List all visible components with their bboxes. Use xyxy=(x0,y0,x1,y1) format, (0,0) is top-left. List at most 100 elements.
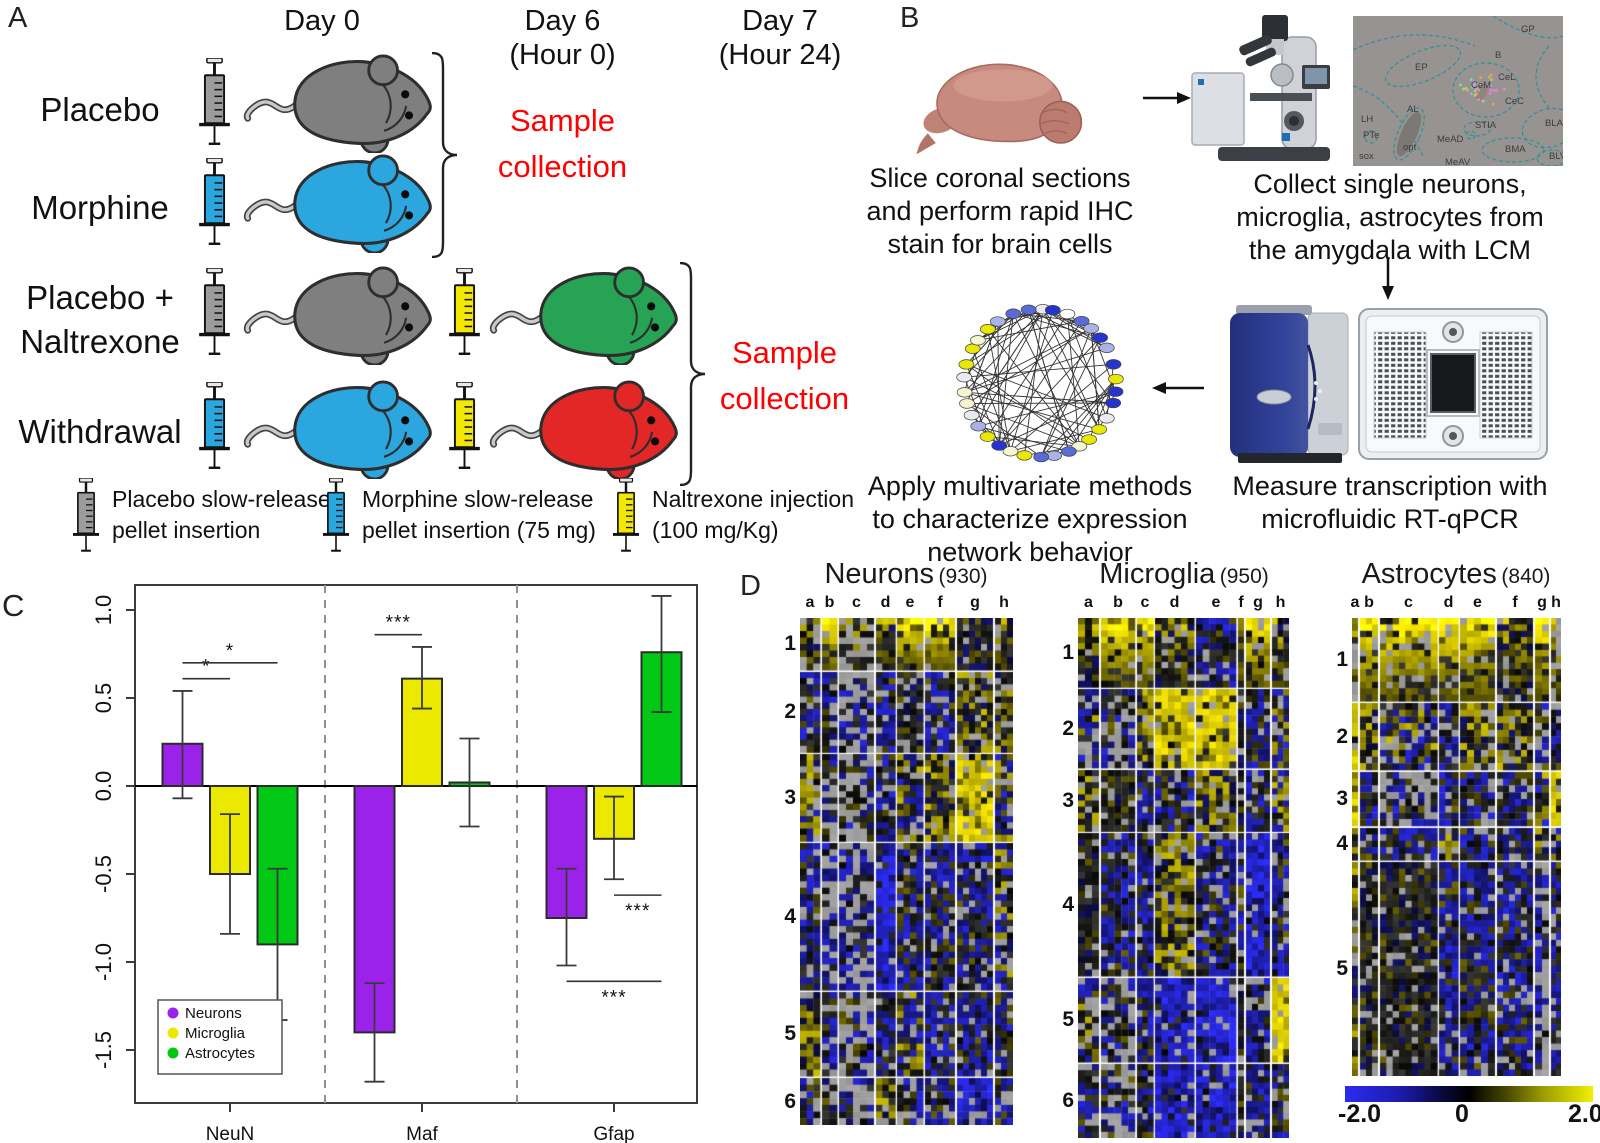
syringe-icon xyxy=(199,381,230,469)
hm1-col-b: b xyxy=(1113,594,1123,611)
day0-mouse-row2 xyxy=(242,152,434,258)
colorbar-max-label: 2.0 xyxy=(1568,1100,1600,1128)
svg-text:LH: LH xyxy=(1361,114,1373,125)
day0-line1: Day 0 xyxy=(284,5,360,37)
sample-collection-text-2: Sample collection xyxy=(719,335,850,416)
svg-text:NeuN: NeuN xyxy=(206,1124,255,1143)
hm2-col-a: a xyxy=(1350,594,1360,611)
heatmap-title-astrocytes: Astrocytes (840) xyxy=(1361,558,1551,590)
hm0-row-2: 2 xyxy=(784,700,796,723)
mouse-icon xyxy=(243,266,432,367)
svg-text:PTe: PTe xyxy=(1363,130,1379,141)
panel-d-letter: D xyxy=(740,570,761,602)
placebo-syringe-icon xyxy=(72,477,100,561)
syringe-icon xyxy=(73,477,99,552)
hm0-row-3: 3 xyxy=(784,785,796,809)
day7-header: Day 7 (Hour 24) xyxy=(690,4,870,72)
mouse-icon xyxy=(489,266,678,367)
syringe-icon xyxy=(199,267,230,355)
hm2-row-2: 2 xyxy=(1336,724,1348,748)
treatment-label-morphine: Morphine xyxy=(31,189,169,226)
svg-text:-1.0: -1.0 xyxy=(91,943,116,981)
curly-brace-icon xyxy=(431,51,458,259)
error-bars xyxy=(172,595,672,1083)
svg-text:BLA: BLA xyxy=(1545,118,1563,129)
y-axis: 1.0 0.5 0.0 -0.5 -1.0 -1.5 xyxy=(91,595,135,1069)
day7-line2: (Hour 24) xyxy=(718,39,842,71)
biomark-machine-image xyxy=(1230,305,1350,470)
hm0-col-a: a xyxy=(805,594,815,611)
heatmap-neurons xyxy=(800,618,1013,1125)
svg-text:opt: opt xyxy=(1403,142,1417,153)
hm0-col-b: b xyxy=(824,594,835,611)
hm1-col-c: c xyxy=(1140,594,1150,611)
svg-text:-1.5: -1.5 xyxy=(91,1031,116,1069)
hm2-col-f: f xyxy=(1512,594,1518,611)
hm1-row-3: 3 xyxy=(1062,788,1074,812)
hm1-col-a: a xyxy=(1084,594,1093,611)
svg-text:Astrocytes: Astrocytes xyxy=(185,1045,255,1062)
svg-text:0.0: 0.0 xyxy=(91,771,116,802)
pellet-syringe-row1 xyxy=(198,57,231,155)
hm2-row-1: 1 xyxy=(1336,647,1348,671)
svg-text:CeC: CeC xyxy=(1505,96,1524,107)
hm2-row-3: 3 xyxy=(1336,787,1348,810)
legend-placebo-pellet: Placebo slow-release pellet insertion xyxy=(112,486,331,543)
hm1-row-5: 5 xyxy=(1062,1008,1074,1031)
injection-syringe-row4 xyxy=(448,381,481,479)
caption-slice-sections: Slice coronal sections and perform rapid… xyxy=(866,163,1134,259)
svg-text:EP: EP xyxy=(1415,62,1428,73)
day0-header: Day 0 xyxy=(242,4,402,38)
treatment-label-placebo: Placebo xyxy=(40,91,160,128)
mouse-icon xyxy=(243,154,432,255)
microscope-icon xyxy=(1191,15,1330,161)
pellet-syringe-row4 xyxy=(198,381,231,479)
svg-text:GP: GP xyxy=(1521,24,1535,35)
syringe-icon xyxy=(613,477,639,552)
arrow-right-icon xyxy=(1143,88,1191,113)
svg-text:Gfap: Gfap xyxy=(593,1124,634,1143)
arrow-down-icon xyxy=(1378,258,1398,305)
hm1-row-2: 2 xyxy=(1062,716,1074,740)
legend-naltrexone-injection: Naltrexone injection (100 mg/Kg) xyxy=(652,486,855,543)
caption-measure-transcription: Measure transcription with microfluidic … xyxy=(1232,471,1548,534)
hm0-row-6: 6 xyxy=(784,1089,796,1113)
brain-section-image: GP EP B CeL CeM CeC AL LH PTe opt sox MeAD STIA BLA BM… xyxy=(1352,15,1577,171)
syringe-icon xyxy=(449,381,480,469)
chart-legend: Neurons Microglia Astrocytes xyxy=(157,999,283,1075)
day0-mouse-row3 xyxy=(242,264,434,370)
expression-network-image xyxy=(955,298,1125,473)
svg-text:Neurons: Neurons xyxy=(185,1005,242,1022)
hm1-col-g: g xyxy=(1253,594,1263,611)
hm1-col-e: e xyxy=(1211,594,1221,611)
arrow-left-icon xyxy=(1152,378,1204,403)
svg-text:BLV: BLV xyxy=(1549,151,1563,162)
heatmap-microglia xyxy=(1078,618,1289,1138)
sample-collection-brace-1 xyxy=(430,51,460,263)
legend-morphine-pellet: Morphine slow-release pellet insertion (… xyxy=(362,486,596,543)
hm0-col-c: c xyxy=(852,594,861,611)
caption-multivariate-methods: Apply multivariate methods to characteri… xyxy=(867,471,1193,567)
hm1-col-d: d xyxy=(1169,594,1180,611)
hm1-row-6: 6 xyxy=(1062,1089,1074,1112)
svg-text:CeM: CeM xyxy=(1471,80,1491,91)
svg-text:***: *** xyxy=(601,987,626,1008)
mouse-icon xyxy=(489,380,678,481)
day7-line1: Day 7 xyxy=(742,5,818,37)
hm2-col-e: e xyxy=(1473,594,1482,611)
hm1-row-4: 4 xyxy=(1062,892,1074,916)
sample-collection-text-1: Sample collection xyxy=(497,103,628,184)
syringe-icon xyxy=(323,477,349,552)
microfluidic-chip-image xyxy=(1358,308,1548,465)
hm0-row-5: 5 xyxy=(784,1022,796,1045)
svg-text:MeAD: MeAD xyxy=(1437,134,1464,145)
hm1-col-h: h xyxy=(1275,594,1286,611)
pellet-syringe-row3 xyxy=(198,267,231,365)
svg-text:CeL: CeL xyxy=(1498,72,1515,83)
treatment-label-placebo-naltrexone: Placebo + Naltrexone xyxy=(20,279,180,360)
syringe-icon xyxy=(199,57,230,145)
x-axis: NeuN Maf Gfap xyxy=(206,1103,635,1143)
svg-text:MeAV: MeAV xyxy=(1445,157,1471,166)
svg-text:***: *** xyxy=(625,901,650,922)
